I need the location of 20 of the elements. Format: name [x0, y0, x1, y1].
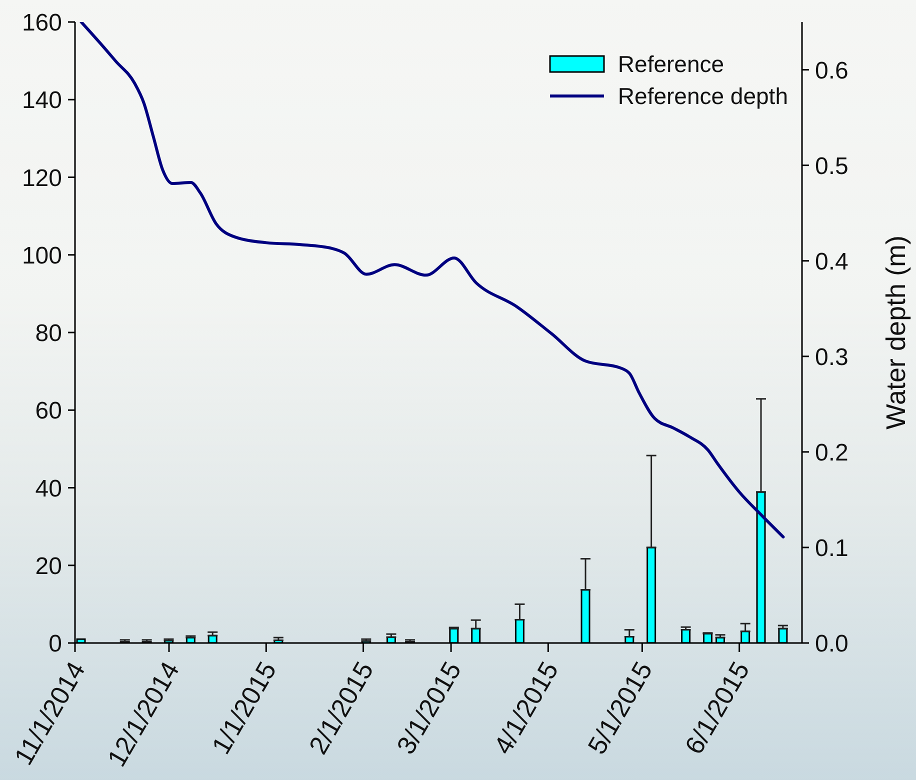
y2-tick-label: 0.0 — [815, 630, 848, 658]
y-tick-label: 60 — [35, 398, 62, 425]
y-tick-label: 80 — [35, 320, 62, 348]
y-tick-label: 20 — [35, 552, 62, 580]
legend-label: Reference depth — [618, 82, 788, 111]
y2-axis-title: Water depth (m) — [881, 235, 911, 430]
legend-label: Reference — [618, 50, 724, 79]
y-tick-label: 0 — [48, 630, 62, 658]
y-tick-label: 120 — [22, 164, 62, 192]
y2-tick-label: 0.4 — [815, 248, 848, 276]
y2-tick-label: 0.6 — [815, 57, 848, 84]
y2-tick-label: 0.2 — [815, 439, 848, 466]
y-tick-label: 100 — [22, 242, 62, 270]
y2-tick-label: 0.5 — [815, 152, 848, 180]
line-series — [80, 22, 785, 538]
y2-tick-label: 0.3 — [815, 344, 848, 371]
y-tick-label: 140 — [22, 87, 62, 114]
y-tick-label: 160 — [22, 10, 62, 37]
y2-tick-label: 0.1 — [815, 534, 848, 562]
y-tick-label: 40 — [35, 475, 62, 502]
